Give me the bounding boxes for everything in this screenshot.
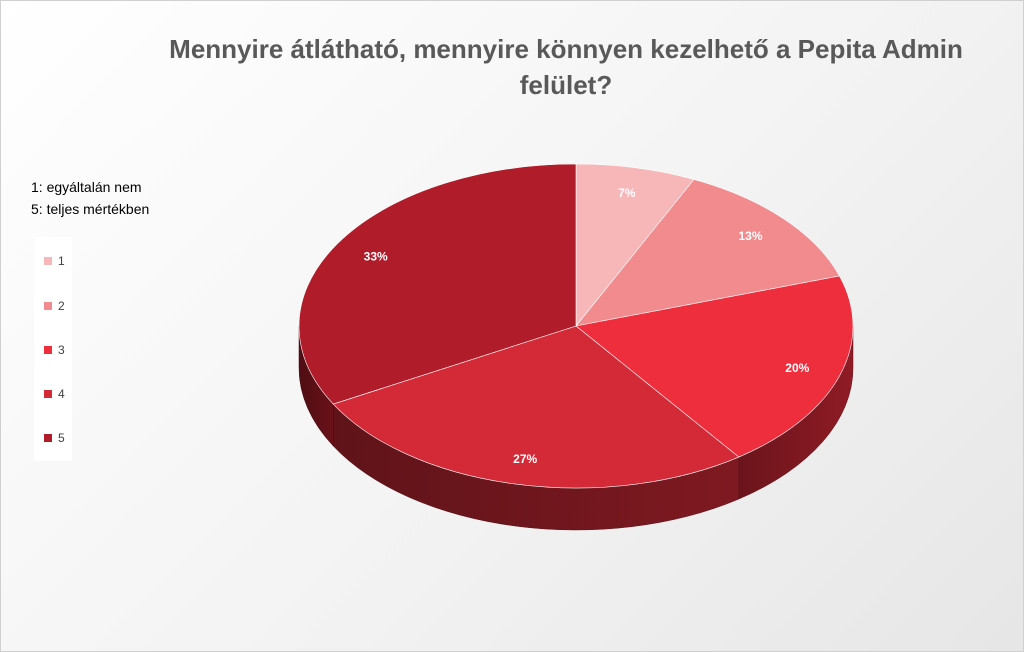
data-label-3: 20% (785, 361, 809, 375)
data-label-4: 27% (513, 452, 537, 466)
pie-slice-3 (575, 275, 854, 458)
legend-swatch (44, 434, 52, 442)
chart-legend: 1 2 3 4 5 (34, 237, 72, 461)
legend-swatch (44, 346, 52, 354)
legend-swatch (44, 390, 52, 398)
legend-label: 1 (58, 254, 65, 268)
pie-slice-2 (575, 179, 840, 327)
legend-swatch (44, 302, 52, 310)
pie-slice-1 (575, 163, 695, 327)
scale-note: 1: egyáltalán nem 5: teljes mértékben (31, 176, 149, 220)
pie-slice-4 (332, 325, 740, 489)
chart-title: Mennyire átlátható, mennyire könnyen kez… (111, 31, 1021, 103)
legend-label: 4 (58, 387, 65, 401)
legend-label: 2 (58, 299, 65, 313)
data-label-5: 33% (364, 250, 388, 264)
legend-label: 5 (58, 431, 65, 445)
data-label-2: 13% (738, 229, 762, 243)
data-label-1: 7% (618, 186, 636, 200)
pie-slice-5 (298, 163, 577, 405)
scale-note-line-2: 5: teljes mértékben (31, 201, 150, 217)
chart-title-line-1: Mennyire átlátható, mennyire könnyen kez… (169, 34, 963, 64)
scale-note-line-1: 1: egyáltalán nem (31, 179, 142, 195)
legend-swatch (44, 257, 52, 265)
chart-title-line-2: felület? (519, 70, 613, 100)
legend-label: 3 (58, 343, 65, 357)
